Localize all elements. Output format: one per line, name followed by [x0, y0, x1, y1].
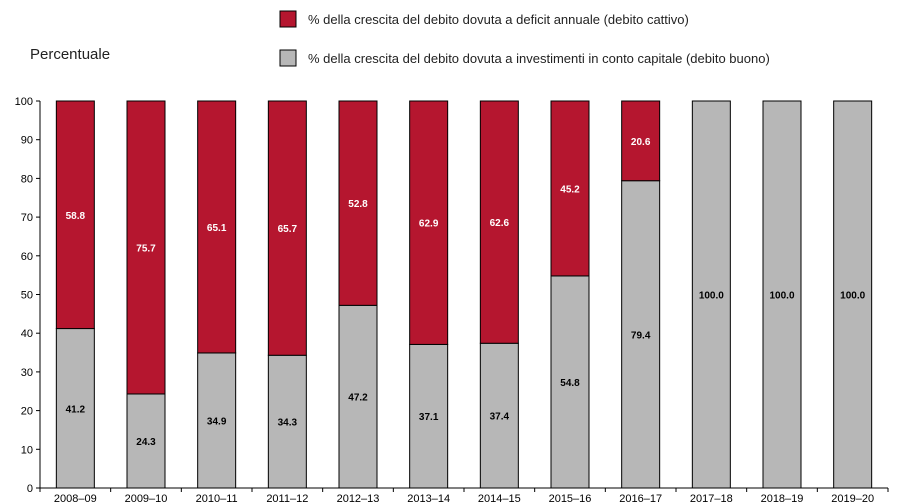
x-tick-label: 2016–17	[619, 493, 662, 504]
x-tick-label: 2008–09	[54, 493, 97, 504]
data-label: 41.2	[66, 404, 86, 415]
data-label: 54.8	[560, 378, 580, 389]
data-label: 34.3	[278, 418, 298, 429]
x-tick-label: 2015–16	[549, 493, 592, 504]
plot-area: 0 10 20 30 40 50 60 70 80 90 100 2008–09 2009–10 2010…	[15, 96, 889, 504]
x-tick-label: 2018–19	[761, 493, 804, 504]
data-label: 20.6	[631, 137, 651, 148]
bar-segment-good-debt	[762, 100, 802, 489]
data-label: 37.4	[490, 412, 510, 423]
bar-segment-bad-debt	[550, 100, 590, 277]
y-tick-label: 80	[21, 173, 33, 185]
bar-segment-bad-debt	[409, 100, 449, 345]
y-tick-label: 0	[27, 483, 33, 495]
x-tick-label: 2019–20	[831, 493, 874, 504]
x-tick-label: 2013–14	[407, 493, 450, 504]
data-label: 58.8	[66, 211, 86, 222]
data-label: 62.9	[419, 219, 439, 230]
data-label: 65.7	[278, 224, 298, 235]
y-tick-label: 30	[21, 367, 33, 379]
y-tick-label: 10	[21, 444, 33, 456]
bar-segment-bad-debt	[338, 100, 378, 306]
x-tick-label: 2014–15	[478, 493, 521, 504]
legend: % della crescita del debito dovuta a def…	[279, 10, 770, 67]
y-tick-label: 90	[21, 135, 33, 147]
x-tick-label: 2017–18	[690, 493, 733, 504]
data-label: 34.9	[207, 416, 227, 427]
bar-segment-good-debt	[197, 352, 237, 489]
bar-segment-bad-debt	[479, 100, 519, 344]
y-tick-label: 60	[21, 251, 33, 263]
bar-segment-good-debt	[833, 100, 873, 489]
data-label: 24.3	[136, 437, 156, 448]
bar-segment-bad-debt	[621, 100, 661, 182]
bar-segment-good-debt	[126, 393, 166, 489]
data-label: 52.8	[348, 199, 368, 210]
y-tick-label: 100	[15, 96, 33, 108]
legend-swatch	[279, 49, 297, 67]
bar-segment-bad-debt	[267, 100, 307, 356]
bar-segment-good-debt	[479, 342, 519, 489]
bar-segment-good-debt	[267, 354, 307, 489]
data-label: 65.1	[207, 223, 227, 234]
bar-segment-good-debt	[55, 328, 95, 489]
legend-entry: % della crescita del debito dovuta a def…	[308, 12, 689, 27]
data-label: 79.4	[631, 330, 651, 341]
data-label: 37.1	[419, 412, 439, 423]
y-tick-label: 50	[21, 290, 33, 302]
bar-segment-good-debt	[338, 304, 378, 489]
y-axis-label: Percentuale	[30, 46, 110, 63]
y-tick-label: 70	[21, 212, 33, 224]
data-label: 100.0	[699, 291, 724, 302]
data-label: 47.2	[348, 393, 368, 404]
data-label: 100.0	[769, 291, 794, 302]
x-tick-label: 2011–12	[266, 493, 308, 504]
y-tick-label: 40	[21, 328, 33, 340]
bar-segment-good-debt	[409, 343, 449, 489]
x-tick-label: 2012–13	[337, 493, 380, 504]
data-label: 75.7	[136, 243, 156, 254]
bar-segment-good-debt	[621, 180, 661, 489]
data-label: 100.0	[840, 291, 865, 302]
data-label: 62.6	[490, 218, 510, 229]
data-label: 45.2	[560, 184, 580, 195]
y-tick-label: 20	[21, 406, 33, 418]
legend-entry: % della crescita del debito dovuta a inv…	[308, 51, 770, 66]
bar-segment-bad-debt	[126, 100, 166, 395]
legend-swatch	[279, 10, 297, 28]
bar-segment-bad-debt	[55, 100, 95, 330]
bar-segment-good-debt	[550, 275, 590, 489]
x-tick-label: 2009–10	[125, 493, 168, 504]
bar-segment-good-debt	[691, 100, 731, 489]
bar-segment-bad-debt	[197, 100, 237, 354]
x-tick-label: 2010–11	[196, 493, 238, 504]
